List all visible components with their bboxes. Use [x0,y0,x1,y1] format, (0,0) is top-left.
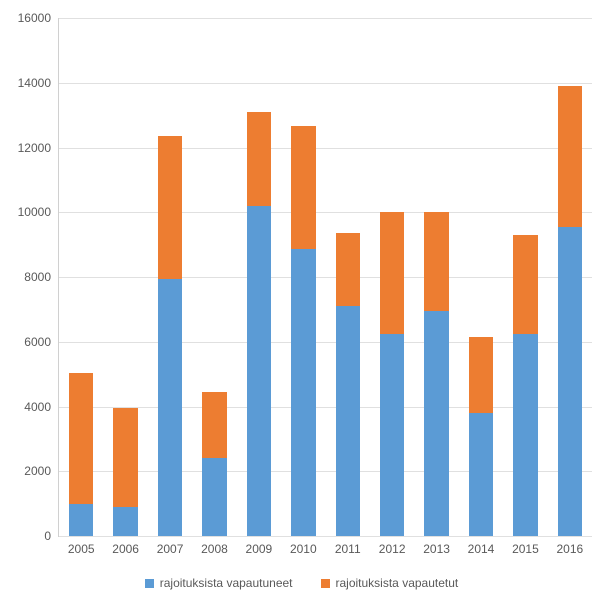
x-tick-label: 2008 [201,542,228,556]
bar-segment-s1 [202,458,226,536]
bar-stack [113,408,137,536]
bar-segment-s1 [513,334,537,536]
bar-stack [424,212,448,536]
x-tick-label: 2006 [112,542,139,556]
y-tick-label: 2000 [24,464,51,478]
y-tick-label: 6000 [24,335,51,349]
bar-slot: 2012 [370,18,414,536]
y-tick-label: 4000 [24,400,51,414]
bar-segment-s2 [469,337,493,413]
bar-segment-s1 [336,306,360,536]
bar-stack [513,235,537,536]
bar-segment-s1 [158,279,182,536]
bar-segment-s2 [291,126,315,249]
x-tick-label: 2013 [423,542,450,556]
bar-segment-s2 [513,235,537,334]
bar-slot: 2008 [192,18,236,536]
bar-stack [158,136,182,536]
bar-stack [69,373,93,536]
bar-stack [558,86,582,536]
bar-segment-s1 [424,311,448,536]
x-tick-label: 2009 [246,542,273,556]
bars-container: 2005200620072008200920102011201220132014… [59,18,592,536]
y-tick-label: 16000 [18,11,51,25]
x-tick-label: 2016 [556,542,583,556]
bar-slot: 2005 [59,18,103,536]
bar-stack [469,337,493,536]
x-tick-label: 2011 [335,542,361,556]
y-tick-label: 12000 [18,141,51,155]
legend-swatch-icon [145,579,154,588]
bar-segment-s2 [113,408,137,507]
x-tick-label: 2012 [379,542,406,556]
y-tick-label: 10000 [18,205,51,219]
bar-segment-s1 [558,227,582,536]
legend-label: rajoituksista vapautetut [336,576,459,590]
bar-slot: 2007 [148,18,192,536]
bar-segment-s1 [469,413,493,536]
x-tick-label: 2010 [290,542,317,556]
bar-stack [202,392,226,536]
bar-stack [336,233,360,536]
bar-segment-s1 [247,206,271,536]
legend: rajoituksista vapautuneet rajoituksista v… [0,576,603,590]
bar-slot: 2010 [281,18,325,536]
bar-slot: 2006 [103,18,147,536]
stacked-bar-chart: 0 2000 4000 6000 8000 10000 12000 14000 16000 20… [0,0,603,596]
x-tick-label: 2007 [157,542,184,556]
bar-stack [380,212,404,536]
bar-slot: 2014 [459,18,503,536]
bar-segment-s1 [380,334,404,536]
plot-area: 0200040006000800010000120001400016000 20… [58,18,592,537]
bar-segment-s2 [69,373,93,504]
bar-segment-s2 [424,212,448,311]
bar-segment-s1 [291,249,315,536]
legend-label: rajoituksista vapautuneet [160,576,293,590]
x-tick-label: 2005 [68,542,95,556]
bar-segment-s2 [202,392,226,458]
bar-slot: 2009 [237,18,281,536]
y-tick-label: 0 [44,529,51,543]
bar-segment-s2 [380,212,404,333]
bar-segment-s2 [558,86,582,227]
bar-slot: 2015 [503,18,547,536]
bar-slot: 2013 [414,18,458,536]
bar-segment-s2 [158,136,182,278]
x-tick-label: 2014 [468,542,495,556]
bar-slot: 2011 [326,18,370,536]
bar-stack [247,112,271,536]
bar-segment-s1 [113,507,137,536]
bar-slot: 2016 [548,18,592,536]
bar-segment-s1 [69,504,93,536]
bar-stack [291,126,315,536]
bar-segment-s2 [247,112,271,206]
gridline [59,536,592,537]
legend-item-s2: rajoituksista vapautetut [321,576,459,590]
y-tick-label: 8000 [24,270,51,284]
y-tick-label: 14000 [18,76,51,90]
legend-swatch-icon [321,579,330,588]
legend-item-s1: rajoituksista vapautuneet [145,576,293,590]
x-tick-label: 2015 [512,542,539,556]
bar-segment-s2 [336,233,360,306]
